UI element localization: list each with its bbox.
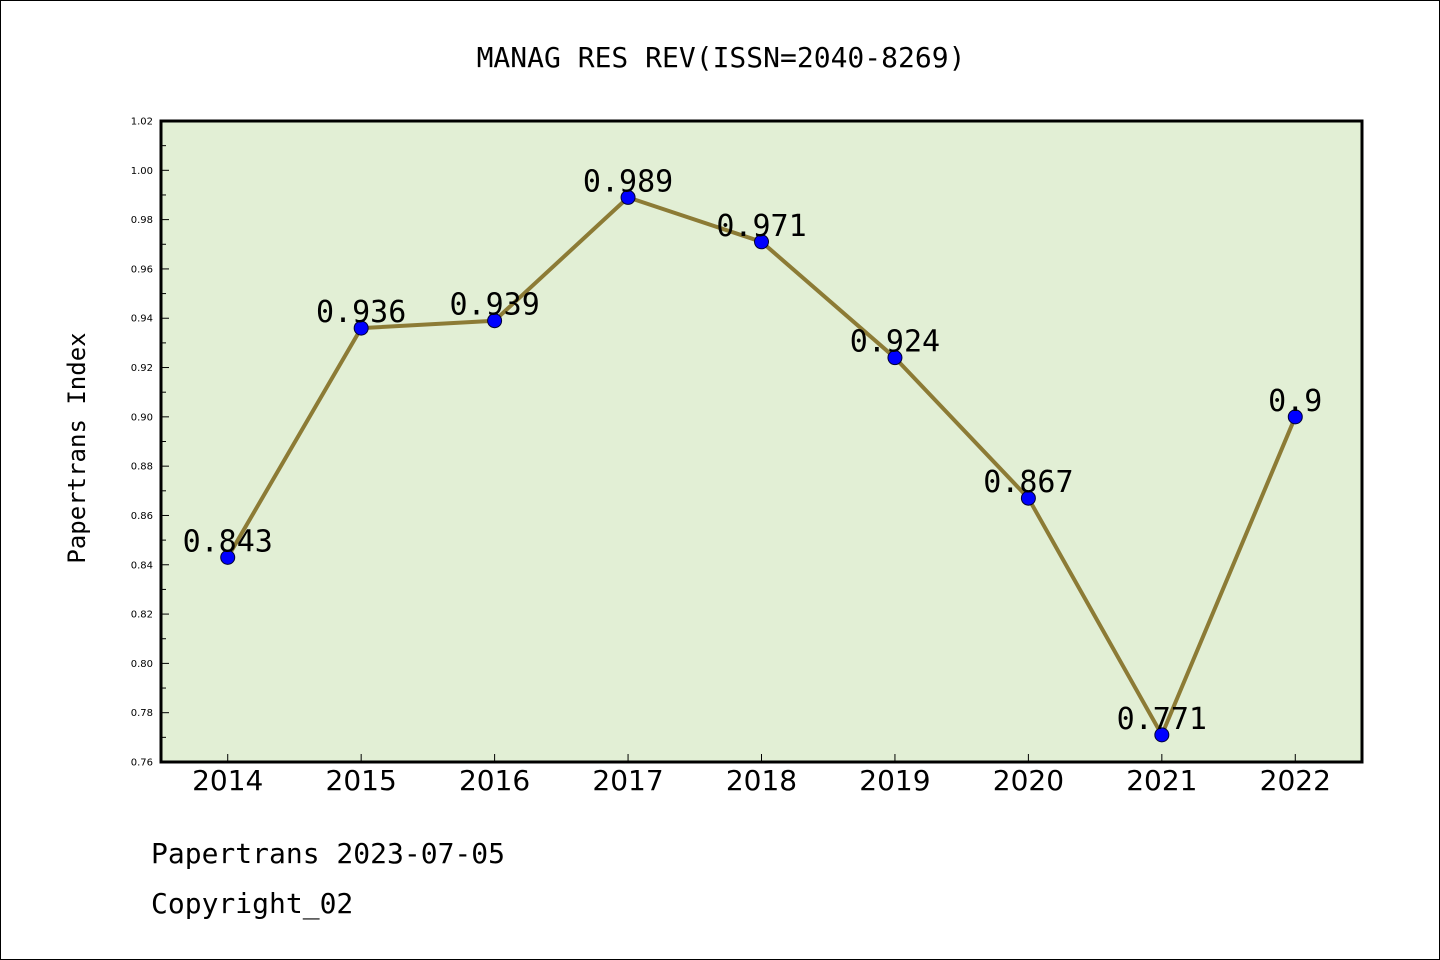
data-point — [220, 549, 236, 565]
data-point — [353, 320, 369, 336]
data-point — [1154, 727, 1170, 743]
y-tick-label: 0.84 — [131, 560, 153, 571]
data-point — [754, 234, 769, 250]
y-tick-label: 0.92 — [131, 363, 153, 374]
data-label: 0.924 — [850, 325, 940, 360]
data-point — [487, 313, 503, 329]
data-point — [887, 350, 903, 366]
x-tick-label: 2022 — [1260, 764, 1331, 797]
data-point — [620, 189, 636, 205]
chart-title: MANAG RES REV(ISSN=2040-8269) — [477, 41, 966, 74]
x-tick-label: 2020 — [993, 764, 1064, 797]
plot-area — [161, 121, 1362, 762]
footer-date: Papertrans 2023-07-05 — [151, 837, 506, 870]
data-point — [1287, 409, 1303, 425]
data-labels: 0.843 0.936 0.939 0.989 0.971 0.924 0.867 0.771… — [183, 164, 1323, 736]
y-tick-label: 1.00 — [131, 166, 153, 177]
y-tick-label: 0.98 — [131, 215, 153, 226]
footer-copyright: Copyright_02 — [151, 887, 354, 920]
data-label: 0.971 — [716, 209, 806, 244]
x-tick-label: 2015 — [326, 764, 397, 797]
y-tick-label: 0.88 — [131, 462, 153, 473]
y-tick-label: 0.96 — [131, 264, 153, 275]
plot-border — [159, 119, 1364, 764]
y-tick-label: 0.94 — [131, 314, 153, 325]
x-tick-label: 2014 — [192, 764, 263, 797]
data-label: 0.867 — [983, 465, 1073, 500]
y-tick-label: 0.76 — [131, 758, 153, 769]
y-axis-label: Papertrans Index — [63, 332, 91, 563]
data-point — [1020, 490, 1036, 506]
data-label: 0.989 — [583, 164, 673, 199]
y-tick-label: 1.02 — [131, 117, 153, 128]
x-tick-label: 2019 — [859, 764, 930, 797]
series-layer — [220, 189, 1303, 743]
y-tick-label: 0.78 — [131, 708, 153, 719]
data-label: 0.9 — [1268, 384, 1322, 419]
data-label: 0.939 — [449, 288, 539, 323]
data-label: 0.843 — [183, 524, 273, 559]
x-tick-label: 2021 — [1126, 764, 1197, 797]
y-tick-label: 0.80 — [131, 659, 153, 670]
y-tick-label: 0.86 — [131, 511, 153, 522]
x-tick-label: 2016 — [459, 764, 530, 797]
y-tick-label: 0.90 — [131, 412, 153, 423]
axis-ticks: 0.76 0.78 0.80 0.82 0.84 0.86 0.88 0.90 0.92 0.94… — [131, 117, 1331, 798]
y-tick-label: 0.82 — [131, 610, 153, 621]
x-tick-label: 2018 — [726, 764, 797, 797]
x-tick-label: 2017 — [592, 764, 663, 797]
data-label: 0.771 — [1117, 702, 1207, 737]
data-label: 0.936 — [316, 295, 406, 330]
